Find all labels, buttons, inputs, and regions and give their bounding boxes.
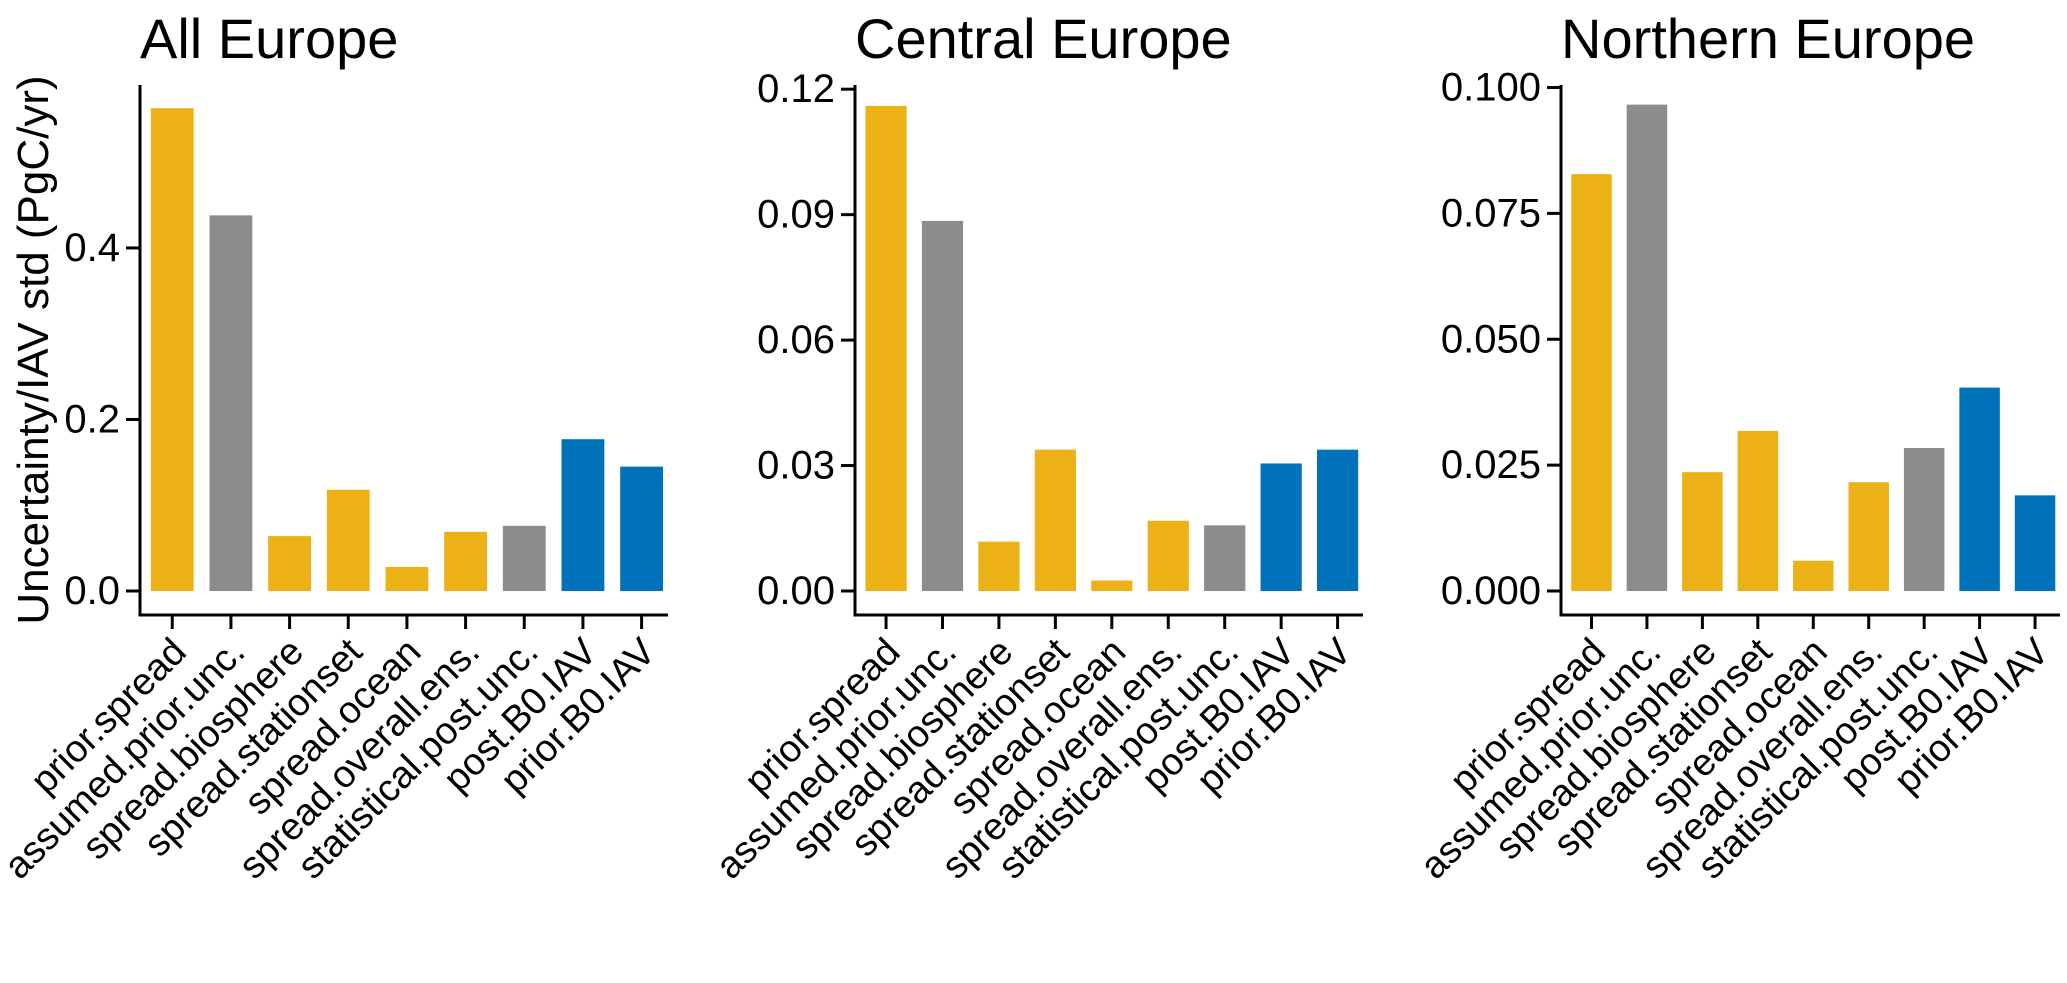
bar-spread-ocean xyxy=(1793,560,1834,591)
bar-assumed-prior-unc xyxy=(209,215,253,592)
bar-assumed-prior-unc xyxy=(921,220,964,591)
y-tick-label: 0.075 xyxy=(1441,191,1541,235)
bar-prior-b0-iav xyxy=(620,466,664,591)
bar-post-b0-iav xyxy=(1959,387,2000,591)
bar-spread-overall-ens xyxy=(444,531,488,591)
y-tick-label: 0.025 xyxy=(1441,443,1541,487)
bar-spread-ocean xyxy=(1091,580,1133,591)
bar-spread-biosphere xyxy=(268,536,312,591)
bar-spread-overall-ens xyxy=(1848,482,1889,591)
y-tick-label: 0.0 xyxy=(64,569,120,613)
panel-title: All Europe xyxy=(140,7,398,70)
bar-spread-biosphere xyxy=(978,541,1020,591)
bar-prior-b0-iav xyxy=(1316,449,1359,591)
panel-northern-europe: Northern Europe 0.000 0.025 0.050 0.075 0.100… xyxy=(1413,7,2060,887)
bar-prior-spread xyxy=(150,108,194,591)
bar-spread-ocean xyxy=(385,566,429,591)
bar-statistical-post-unc xyxy=(1204,525,1246,591)
y-tick-label: 0.000 xyxy=(1441,569,1541,613)
y-tick-label: 0.06 xyxy=(757,318,835,362)
y-tick-label: 0.09 xyxy=(757,193,835,237)
bar-statistical-post-unc xyxy=(1903,448,1945,591)
bar-assumed-prior-unc xyxy=(1626,104,1668,592)
bar-spread-overall-ens xyxy=(1147,520,1189,591)
y-tick-label: 0.4 xyxy=(64,226,120,270)
bar-prior-spread xyxy=(865,105,907,591)
bar-prior-b0-iav xyxy=(2014,495,2056,591)
panel-title: Northern Europe xyxy=(1561,7,1975,70)
bar-spread-stationset xyxy=(326,489,370,591)
bar-statistical-post-unc xyxy=(502,525,546,591)
bar-post-b0-iav xyxy=(1260,463,1302,591)
bar-prior-spread xyxy=(1571,174,1612,591)
bar-post-b0-iav xyxy=(561,439,605,591)
panel-central-europe: Central Europe0.000.030.060.090.12prior.… xyxy=(708,7,1363,887)
y-tick-label: 0.050 xyxy=(1441,317,1541,361)
y-tick-label: 0.100 xyxy=(1441,66,1541,110)
panel-all-europe: All Europe0.00.20.4prior.spreadassumed.p… xyxy=(0,7,668,887)
y-tick-label: 0.2 xyxy=(64,397,120,441)
bar-spread-stationset xyxy=(1034,449,1076,591)
y-tick-label: 0.00 xyxy=(757,569,835,613)
y-axis-title: Uncertainty/IAV std (PgC/yr) xyxy=(9,75,58,624)
y-tick-label: 0.12 xyxy=(757,67,835,111)
panel-title: Central Europe xyxy=(855,7,1232,70)
bar-spread-stationset xyxy=(1737,430,1779,591)
y-tick-label: 0.03 xyxy=(757,444,835,488)
bar-spread-biosphere xyxy=(1682,472,1723,591)
